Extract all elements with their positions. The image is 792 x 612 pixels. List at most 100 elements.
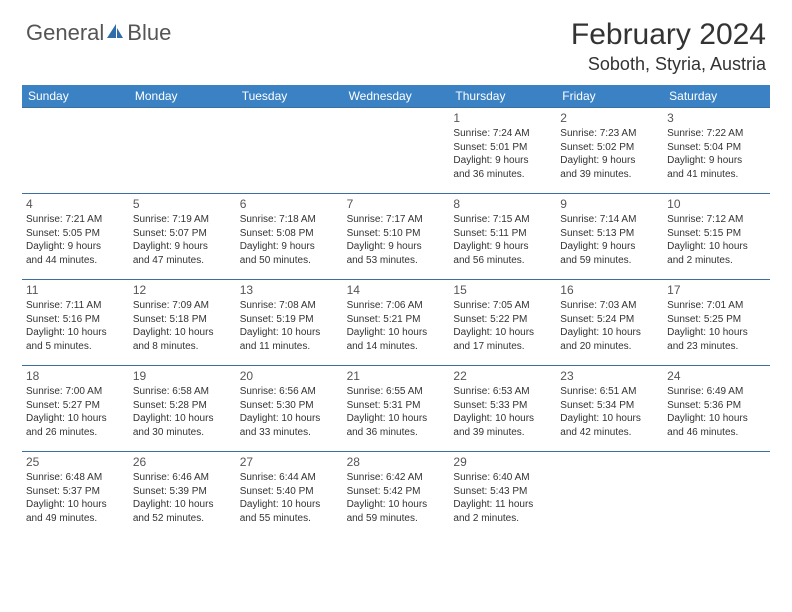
info-line: and 39 minutes. <box>453 426 552 440</box>
info-line: and 11 minutes. <box>240 340 339 354</box>
info-line: Sunrise: 7:11 AM <box>26 299 125 313</box>
info-line: Sunrise: 7:24 AM <box>453 127 552 141</box>
info-line: Sunset: 5:05 PM <box>26 227 125 241</box>
calendar-cell: 26 Sunrise: 6:46 AMSunset: 5:39 PMDayligh… <box>129 451 236 537</box>
day-number: 28 <box>347 455 446 469</box>
info-line: Daylight: 10 hours <box>453 412 552 426</box>
info-line: Daylight: 9 hours <box>453 154 552 168</box>
day-number: 3 <box>667 111 766 125</box>
info-line: Daylight: 10 hours <box>133 412 232 426</box>
info-line: Sunrise: 7:23 AM <box>560 127 659 141</box>
info-line: Daylight: 10 hours <box>240 498 339 512</box>
info-line: and 49 minutes. <box>26 512 125 526</box>
info-line: and 55 minutes. <box>240 512 339 526</box>
info-line: and 46 minutes. <box>667 426 766 440</box>
info-line: and 2 minutes. <box>453 512 552 526</box>
day-header: Saturday <box>663 85 770 107</box>
day-info: Sunrise: 7:09 AMSunset: 5:18 PMDaylight:… <box>133 299 232 353</box>
calendar-cell: 8Sunrise: 7:15 AMSunset: 5:11 PMDaylight… <box>449 193 556 279</box>
day-number: 19 <box>133 369 232 383</box>
info-line: Sunset: 5:13 PM <box>560 227 659 241</box>
info-line: Sunrise: 7:08 AM <box>240 299 339 313</box>
calendar-cell: 25Sunrise: 6:48 AMSunset: 5:37 PMDayligh… <box>22 451 129 537</box>
info-line: Sunset: 5:21 PM <box>347 313 446 327</box>
info-line: Sunrise: 6:42 AM <box>347 471 446 485</box>
day-header: Thursday <box>449 85 556 107</box>
calendar-cell <box>343 107 450 193</box>
info-line: Daylight: 11 hours <box>453 498 552 512</box>
calendar-cell: 5Sunrise: 7:19 AMSunset: 5:07 PMDaylight… <box>129 193 236 279</box>
calendar-cell: 11Sunrise: 7:11 AMSunset: 5:16 PMDayligh… <box>22 279 129 365</box>
info-line: and 41 minutes. <box>667 168 766 182</box>
calendar-cell: 28 Sunrise: 6:42 AMSunset: 5:42 PMDayligh… <box>343 451 450 537</box>
day-info: Sunrise: 7:21 AMSunset: 5:05 PMDaylight:… <box>26 213 125 267</box>
day-header: Friday <box>556 85 663 107</box>
info-line: Sunrise: 6:51 AM <box>560 385 659 399</box>
info-line: and 50 minutes. <box>240 254 339 268</box>
day-number: 1 <box>453 111 552 125</box>
brand-logo: General Blue <box>26 20 171 46</box>
info-line: Sunrise: 7:09 AM <box>133 299 232 313</box>
info-line: Sunrise: 6:44 AM <box>240 471 339 485</box>
day-info: Sunrise: 6:48 AMSunset: 5:37 PMDaylight:… <box>26 471 125 525</box>
day-number: 9 <box>560 197 659 211</box>
info-line: and 59 minutes. <box>347 512 446 526</box>
day-info: Sunrise: 7:23 AMSunset: 5:02 PMDaylight:… <box>560 127 659 181</box>
info-line: and 30 minutes. <box>133 426 232 440</box>
day-info: Sunrise: 7:14 AMSunset: 5:13 PMDaylight:… <box>560 213 659 267</box>
info-line: Daylight: 10 hours <box>240 412 339 426</box>
info-line: and 23 minutes. <box>667 340 766 354</box>
day-info: Sunrise: 6:42 AMSunset: 5:42 PMDaylight:… <box>347 471 446 525</box>
day-info: Sunrise: 7:08 AMSunset: 5:19 PMDaylight:… <box>240 299 339 353</box>
day-info: Sunrise: 7:03 AMSunset: 5:24 PMDaylight:… <box>560 299 659 353</box>
day-number: 26 <box>133 455 232 469</box>
info-line: Daylight: 9 hours <box>560 240 659 254</box>
info-line: Sunrise: 7:03 AM <box>560 299 659 313</box>
info-line: Daylight: 9 hours <box>240 240 339 254</box>
day-number: 18 <box>26 369 125 383</box>
day-number: 11 <box>26 283 125 297</box>
info-line: Daylight: 10 hours <box>240 326 339 340</box>
info-line: Sunrise: 7:22 AM <box>667 127 766 141</box>
day-info: Sunrise: 7:24 AMSunset: 5:01 PMDaylight:… <box>453 127 552 181</box>
info-line: Daylight: 10 hours <box>560 326 659 340</box>
calendar-cell: 1 Sunrise: 7:24 AMSunset: 5:01 PMDaylight… <box>449 107 556 193</box>
day-number: 4 <box>26 197 125 211</box>
info-line: Sunrise: 7:05 AM <box>453 299 552 313</box>
info-line: and 33 minutes. <box>240 426 339 440</box>
day-number: 20 <box>240 369 339 383</box>
calendar-cell: 19Sunrise: 6:58 AMSunset: 5:28 PMDayligh… <box>129 365 236 451</box>
info-line: Daylight: 9 hours <box>453 240 552 254</box>
info-line: Sunset: 5:24 PM <box>560 313 659 327</box>
info-line: Sunset: 5:10 PM <box>347 227 446 241</box>
info-line: Daylight: 10 hours <box>453 326 552 340</box>
info-line: Daylight: 10 hours <box>347 412 446 426</box>
day-info: Sunrise: 7:05 AMSunset: 5:22 PMDaylight:… <box>453 299 552 353</box>
calendar-cell <box>236 107 343 193</box>
calendar-cell: 18Sunrise: 7:00 AMSunset: 5:27 PMDayligh… <box>22 365 129 451</box>
calendar-cell <box>556 451 663 537</box>
day-info: Sunrise: 6:53 AMSunset: 5:33 PMDaylight:… <box>453 385 552 439</box>
day-info: Sunrise: 6:51 AMSunset: 5:34 PMDaylight:… <box>560 385 659 439</box>
day-number: 17 <box>667 283 766 297</box>
day-info: Sunrise: 6:56 AMSunset: 5:30 PMDaylight:… <box>240 385 339 439</box>
calendar-cell: 22Sunrise: 6:53 AMSunset: 5:33 PMDayligh… <box>449 365 556 451</box>
day-number: 13 <box>240 283 339 297</box>
day-number: 14 <box>347 283 446 297</box>
day-info: Sunrise: 7:18 AMSunset: 5:08 PMDaylight:… <box>240 213 339 267</box>
info-line: Sunset: 5:15 PM <box>667 227 766 241</box>
day-info: Sunrise: 6:46 AMSunset: 5:39 PMDaylight:… <box>133 471 232 525</box>
info-line: Sunset: 5:39 PM <box>133 485 232 499</box>
info-line: and 36 minutes. <box>347 426 446 440</box>
location-label: Soboth, Styria, Austria <box>22 54 766 75</box>
brand-part2: Blue <box>127 20 171 46</box>
calendar-grid: SundayMondayTuesdayWednesdayThursdayFrid… <box>22 85 770 537</box>
info-line: Sunset: 5:16 PM <box>26 313 125 327</box>
info-line: Sunset: 5:25 PM <box>667 313 766 327</box>
day-info: Sunrise: 6:49 AMSunset: 5:36 PMDaylight:… <box>667 385 766 439</box>
info-line: Sunset: 5:27 PM <box>26 399 125 413</box>
day-number: 15 <box>453 283 552 297</box>
day-number: 29 <box>453 455 552 469</box>
info-line: Daylight: 10 hours <box>347 326 446 340</box>
info-line: Sunset: 5:42 PM <box>347 485 446 499</box>
